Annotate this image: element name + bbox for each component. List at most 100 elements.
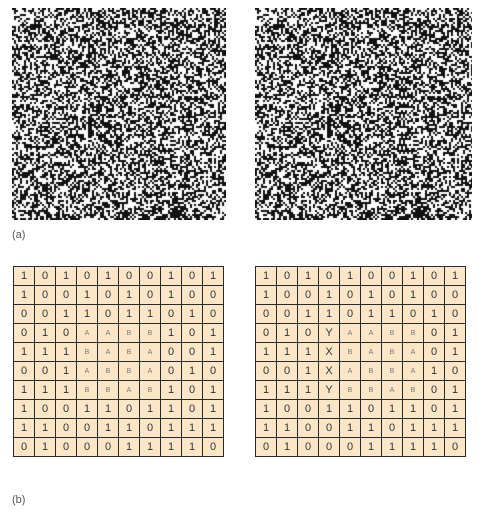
- grid-cell: 1: [402, 266, 424, 286]
- grid-cell: 0: [423, 285, 445, 305]
- grid-cell: 0: [339, 437, 361, 457]
- grid-cell: 1: [339, 266, 361, 286]
- grid-cell: 0: [13, 304, 35, 324]
- grid-cell: B: [118, 342, 140, 362]
- grid-cell: 0: [34, 304, 56, 324]
- grid-cell: 0: [97, 304, 119, 324]
- grid-cell: A: [339, 323, 361, 343]
- grid-cell: 0: [297, 323, 319, 343]
- grid-cell: 1: [34, 437, 56, 457]
- grid-cell: 0: [297, 437, 319, 457]
- grid-cell: A: [360, 323, 382, 343]
- grid-cell: 1: [160, 380, 182, 400]
- grid-cell: 0: [55, 323, 77, 343]
- grid-cell: 1: [255, 380, 277, 400]
- grid-cell: 1: [160, 399, 182, 419]
- grid-cell: 1: [55, 342, 77, 362]
- grid-cell: 1: [318, 285, 340, 305]
- grid-cell: Y: [318, 380, 340, 400]
- grid-cell: 1: [255, 342, 277, 362]
- grid-cell: B: [97, 361, 119, 381]
- grid-cell: 1: [276, 437, 298, 457]
- grid-cell: 1: [97, 418, 119, 438]
- grid-cell: 1: [339, 399, 361, 419]
- grid-cell: 0: [160, 304, 182, 324]
- grid-cell: 1: [318, 399, 340, 419]
- grid-cell: 0: [55, 399, 77, 419]
- grid-cell: 1: [55, 266, 77, 286]
- grid-cell: 1: [13, 266, 35, 286]
- grid-cell: 1: [444, 399, 466, 419]
- grid-cell: A: [97, 323, 119, 343]
- grid-cell: 1: [202, 418, 224, 438]
- grid-cell: 0: [276, 361, 298, 381]
- grid-cell: 0: [76, 437, 98, 457]
- caption-b: (b): [12, 494, 26, 506]
- grid-cell: B: [402, 323, 424, 343]
- grid-cell: 0: [423, 266, 445, 286]
- grid-cell: 0: [118, 399, 140, 419]
- grid-cell: 0: [97, 285, 119, 305]
- grid-cell: A: [402, 342, 424, 362]
- grid-cell: 1: [118, 418, 140, 438]
- grid-cell: Y: [318, 323, 340, 343]
- grid-cell: 1: [13, 418, 35, 438]
- grid-cell: 1: [55, 380, 77, 400]
- grid-cell: 1: [381, 304, 403, 324]
- grid-cell: 1: [297, 380, 319, 400]
- grid-cell: 0: [339, 285, 361, 305]
- grid-cell: 1: [181, 361, 203, 381]
- grid-cell: 0: [139, 266, 161, 286]
- grid-cell: B: [339, 342, 361, 362]
- grid-cell: B: [76, 342, 98, 362]
- grid-cell: B: [402, 380, 424, 400]
- grid-cell: 0: [13, 323, 35, 343]
- grid-cell: 1: [381, 399, 403, 419]
- grid-cell: 0: [360, 266, 382, 286]
- grid-cell: 0: [276, 266, 298, 286]
- grid-cell: 1: [402, 418, 424, 438]
- grid-cell: 0: [297, 418, 319, 438]
- grid-cell: 1: [160, 285, 182, 305]
- grid-cell: 1: [360, 285, 382, 305]
- random-dot-image-left: [12, 8, 226, 220]
- grid-cell: B: [339, 380, 361, 400]
- grid-cell: 0: [160, 342, 182, 362]
- grid-cell: B: [360, 380, 382, 400]
- grid-cell: 1: [13, 342, 35, 362]
- grid-cell: 1: [34, 380, 56, 400]
- grid-cell: 1: [444, 342, 466, 362]
- grid-cell: A: [76, 361, 98, 381]
- grid-cell: 0: [255, 437, 277, 457]
- grid-cell: 1: [34, 418, 56, 438]
- grid-cell: 0: [34, 285, 56, 305]
- grid-cell: B: [139, 323, 161, 343]
- grid-cell: 1: [297, 266, 319, 286]
- grid-cell: 1: [181, 304, 203, 324]
- grid-cell: 0: [181, 399, 203, 419]
- grid-cell: 1: [360, 418, 382, 438]
- grid-cell: 0: [423, 323, 445, 343]
- grid-cell: 0: [202, 285, 224, 305]
- grid-cell: 0: [276, 304, 298, 324]
- grid-cell: 1: [444, 380, 466, 400]
- grid-cell: 1: [318, 304, 340, 324]
- grid-cell: 1: [202, 323, 224, 343]
- grid-cell: X: [318, 361, 340, 381]
- grid-cell: 1: [55, 361, 77, 381]
- grid-cell: 0: [34, 399, 56, 419]
- grid-cell: 0: [276, 285, 298, 305]
- grid-cell: 1: [339, 418, 361, 438]
- grid-cell: 0: [139, 285, 161, 305]
- grid-cell: 1: [423, 418, 445, 438]
- grid-cell: 0: [34, 266, 56, 286]
- grid-cell: B: [97, 380, 119, 400]
- grid-cell: B: [76, 380, 98, 400]
